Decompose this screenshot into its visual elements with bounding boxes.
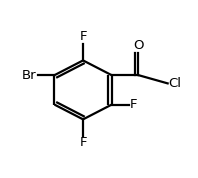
Text: F: F <box>129 98 137 111</box>
Text: Br: Br <box>22 69 37 82</box>
Text: Cl: Cl <box>168 77 181 90</box>
Text: F: F <box>79 30 87 43</box>
Text: O: O <box>133 39 144 52</box>
Text: F: F <box>79 137 87 150</box>
